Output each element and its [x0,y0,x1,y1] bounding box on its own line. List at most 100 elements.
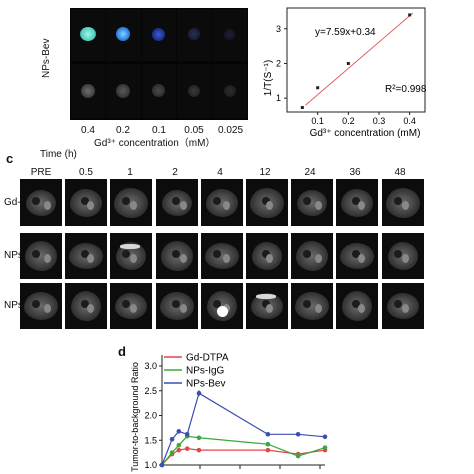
tumor-highlight [120,244,141,249]
organ-region [358,304,366,313]
fit-equation: y=7.59x+0.34 [315,27,376,38]
mri-scan [381,233,424,279]
panel-b-chart: 0.1 0.2 0.3 0.4 1 2 3 y=7.59x+0.34 R²=0.998 1/… [263,7,427,139]
organ-region [130,200,138,210]
y-tick-label: 2.5 [144,386,157,396]
y-tick-label: 1 [276,93,281,103]
organ-region [122,250,131,258]
mouse-body [295,292,330,320]
organ-region [262,300,270,308]
legend-label: Gd-DTPA [186,353,229,364]
mri-scan [246,283,288,329]
organ-region [87,200,95,210]
panel-d-ylabel: Tumor-to-background Ratio [130,362,140,472]
organ-region [266,304,273,313]
tumor-highlight [256,294,276,299]
organ-region [81,250,90,258]
mri-scan [246,233,288,279]
mri-scan [336,233,379,279]
mri-scan [381,179,424,226]
series-point [196,435,202,441]
organ-region [352,196,361,205]
x-tick-label: 0.4 [403,116,416,126]
mri-scan [336,283,379,329]
mouse-body [204,243,239,269]
mri-scan [200,283,243,329]
series-point [184,446,190,451]
panel-b-ylabel: 1/T(S⁻¹) [263,60,274,96]
series-line [161,448,326,466]
series-point [184,432,190,437]
mouse-body [24,292,58,320]
phantom-cell [213,64,247,118]
data-point [346,61,350,65]
phantom-cell [142,64,176,118]
organ-region [32,250,40,258]
series-point [322,434,328,440]
concentration-label: 0.05 [184,125,204,136]
panel-b-xlabel: Gd³⁺ concentration (mM) [310,128,421,139]
phantom-cell [177,9,212,61]
mri-scan [200,233,243,279]
organ-region [262,250,270,258]
mouse-body [205,188,238,217]
organ-region [315,254,323,263]
organ-region [401,254,409,263]
mri-scan [110,283,153,329]
organ-region [303,250,312,258]
panel-d-chart: 1.0 1.5 2.0 2.5 3.0 Gd-DTPA NPs-IgG NPs-Bev Tu… [130,353,328,472]
series-point [159,462,165,468]
organ-region [401,304,409,313]
series-point [176,447,182,453]
concentration-label: 0.2 [116,125,130,136]
timepoint-label: 1 [127,167,133,178]
organ-region [122,300,131,308]
organ-region [81,300,90,308]
y-tick-label: 1.0 [144,460,157,470]
mri-scan [246,179,288,226]
organ-region [87,254,95,263]
phantom-cell [213,9,247,61]
mri-scan [291,179,334,226]
organ-region [87,304,95,313]
row-label-nps-bev: NPs-Bev [41,38,52,78]
phantom-cell [177,64,212,118]
organ-region [393,196,402,205]
timepoint-label: 24 [304,167,316,178]
mri-scan [155,283,198,329]
organ-region [393,250,402,258]
panel-a-xlabel: Gd³⁺ concentration（mM） [94,138,216,149]
phantom-mri-grid [70,8,248,120]
mri-scan [155,179,198,226]
plot-frame [286,7,426,113]
series-point [265,441,271,447]
series-point [169,436,175,442]
x-tick-label: 0.3 [373,116,386,126]
organ-region [171,196,180,205]
mouse-body [26,189,56,216]
fit-line [305,12,414,106]
mri-scan [336,179,379,226]
legend-label: NPs-Bev [186,379,225,390]
x-tick-label: 0.1 [311,116,324,126]
y-tick-label: 3.0 [144,361,157,371]
panel-d-label: d [118,344,126,359]
organ-region [44,304,51,313]
organ-region [122,196,131,205]
organ-region [179,254,187,263]
phantom-cell [71,64,105,118]
timepoint-label: 48 [394,167,406,178]
mri-scan [20,179,62,226]
data-point [316,86,320,90]
y-tick-label: 2.0 [144,411,157,421]
organ-region [222,254,230,263]
mouse-body [25,241,57,271]
series-point [295,432,301,437]
organ-region [266,200,273,210]
y-tick-label: 1.5 [144,435,157,445]
mri-scan [291,283,334,329]
phantom-cell [106,9,141,61]
organ-region [171,250,180,258]
organ-region [44,200,51,210]
series-point [196,447,202,453]
